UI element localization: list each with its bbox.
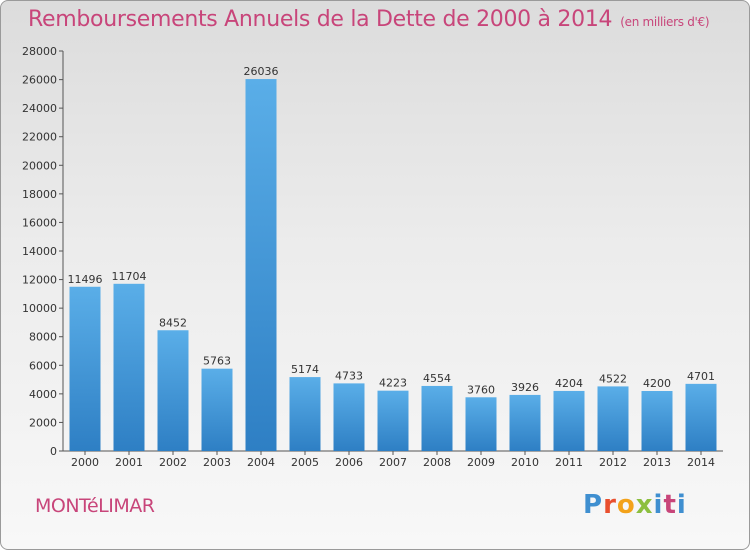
data-label-2014: 4701 — [687, 370, 715, 383]
bar-2011 — [553, 390, 585, 451]
city-name: MONTéLIMAR — [35, 495, 155, 517]
bar-2002 — [157, 330, 189, 451]
data-label-2013: 4200 — [643, 377, 671, 390]
data-label-2010: 3926 — [511, 381, 539, 394]
data-label-2006: 4733 — [335, 369, 363, 382]
x-tick-label-2008: 2008 — [423, 456, 451, 469]
y-tick-label: 0 — [50, 445, 57, 458]
bar-2005 — [289, 377, 321, 451]
y-tick-label: 18000 — [22, 188, 57, 201]
axes: 0 2000 4000 6000 8000 10000 12000 14000 16000 180… — [22, 45, 723, 469]
bar-2008 — [421, 385, 453, 451]
x-tick-label-2013: 2013 — [643, 456, 671, 469]
bar-2006 — [333, 383, 365, 451]
bars-group: 11496 11704 8452 5763 26036 5174 4733 4223 4554 3… — [68, 65, 717, 452]
proxiti-logo: Proxiti — [583, 490, 687, 520]
chart-title-text: Remboursements Annuels de la Dette de 20… — [28, 7, 613, 32]
bar-2012 — [597, 386, 629, 451]
y-tick-label: 26000 — [22, 74, 57, 87]
bar-2007 — [377, 390, 409, 451]
data-label-2009: 3760 — [467, 383, 495, 396]
x-tick-label-2004: 2004 — [247, 456, 275, 469]
y-tick-label: 8000 — [29, 331, 57, 344]
bar-2009 — [465, 397, 497, 451]
y-tick-label: 28000 — [22, 45, 57, 58]
x-tick-label-2009: 2009 — [467, 456, 495, 469]
data-label-2008: 4554 — [423, 372, 451, 385]
data-label-2007: 4223 — [379, 377, 407, 390]
data-label-2012: 4522 — [599, 372, 627, 385]
y-tick-label: 2000 — [29, 416, 57, 429]
x-tick-label-2000: 2000 — [71, 456, 99, 469]
x-tick-label-2003: 2003 — [203, 456, 231, 469]
bar-2004 — [245, 79, 277, 452]
bar-2010 — [509, 394, 541, 451]
y-tick-label: 14000 — [22, 245, 57, 258]
data-label-2011: 4204 — [555, 377, 583, 390]
y-tick-label: 12000 — [22, 274, 57, 287]
x-tick-label-2010: 2010 — [511, 456, 539, 469]
y-tick-label: 10000 — [22, 302, 57, 315]
bar-2000 — [69, 286, 101, 451]
x-tick-label-2005: 2005 — [291, 456, 319, 469]
data-label-2003: 5763 — [203, 355, 231, 368]
data-label-2000: 11496 — [68, 273, 103, 286]
bar-2003 — [201, 368, 233, 451]
y-tick-label: 22000 — [22, 131, 57, 144]
x-tick-label-2011: 2011 — [555, 456, 583, 469]
y-tick-label: 20000 — [22, 159, 57, 172]
bar-2014 — [685, 383, 717, 451]
x-tick-label-2012: 2012 — [599, 456, 627, 469]
data-label-2004: 26036 — [244, 65, 279, 78]
chart-unit: (en milliers d'€) — [620, 15, 710, 29]
x-tick-label-2007: 2007 — [379, 456, 407, 469]
y-tick-label: 16000 — [22, 216, 57, 229]
data-label-2005: 5174 — [291, 363, 319, 376]
x-tick-label-2006: 2006 — [335, 456, 363, 469]
x-tick-label-2014: 2014 — [687, 456, 715, 469]
bar-2001 — [113, 283, 145, 451]
y-tick-label: 24000 — [22, 102, 57, 115]
bar-2013 — [641, 391, 673, 451]
y-tick-label: 6000 — [29, 359, 57, 372]
x-tick-label-2002: 2002 — [159, 456, 187, 469]
data-label-2001: 11704 — [112, 270, 147, 283]
x-tick-label-2001: 2001 — [115, 456, 143, 469]
chart-title: Remboursements Annuels de la Dette de 20… — [28, 7, 710, 32]
y-tick-label: 4000 — [29, 388, 57, 401]
data-label-2002: 8452 — [159, 316, 187, 329]
